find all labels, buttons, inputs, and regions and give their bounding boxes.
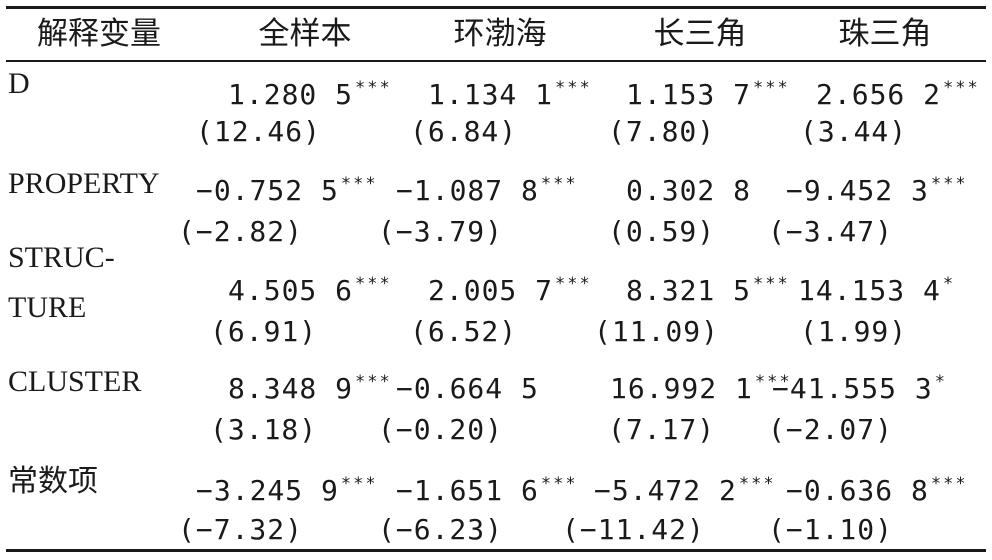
t-value-cell: (12.46) bbox=[196, 115, 322, 148]
coefficient-cell: 14.153 4 * bbox=[798, 274, 956, 307]
column-header-bohai: 环渤海 bbox=[453, 16, 547, 52]
coefficient-cell: −5.472 2 *** bbox=[594, 474, 776, 507]
coefficient-cell: −9.452 3 *** bbox=[786, 174, 968, 207]
t-value-cell: (1.99) bbox=[800, 315, 908, 348]
t-value-cell: (−11.42) bbox=[562, 513, 705, 546]
coefficient-cell: 1.153 7 *** bbox=[626, 78, 790, 111]
t-value-cell: (6.91) bbox=[210, 315, 318, 348]
t-value-cell: (−1.10) bbox=[768, 513, 894, 546]
coefficient-cell: −3.245 9 *** bbox=[196, 474, 378, 507]
variable-label-structure-line2: TURE bbox=[8, 291, 87, 324]
t-value-cell: (−3.47) bbox=[768, 215, 894, 248]
coefficient-cell: 8.348 9 *** bbox=[228, 372, 392, 405]
column-header-yangtze: 长三角 bbox=[653, 16, 747, 52]
t-value-cell: (−6.23) bbox=[378, 513, 504, 546]
t-value-cell: (3.18) bbox=[210, 413, 318, 446]
column-header-full-sample: 全样本 bbox=[258, 16, 352, 52]
coefficient-cell: 4.505 6 *** bbox=[228, 274, 392, 307]
column-header-pearl: 珠三角 bbox=[838, 16, 932, 52]
table-header-rule bbox=[6, 60, 986, 62]
coefficient-cell: 2.005 7 *** bbox=[428, 274, 592, 307]
coefficient-cell: 1.134 1 *** bbox=[428, 78, 592, 111]
t-value-cell: (−2.82) bbox=[178, 215, 304, 248]
coefficient-cell: −1.651 6 *** bbox=[396, 474, 578, 507]
coefficient-cell: −41.555 3 * bbox=[772, 372, 947, 405]
coefficient-cell: 1.280 5 *** bbox=[228, 78, 392, 111]
coefficient-cell: −0.752 5 *** bbox=[196, 174, 378, 207]
coefficient-cell: 8.321 5 *** bbox=[626, 274, 790, 307]
t-value-cell: (−7.32) bbox=[178, 513, 304, 546]
t-value-cell: (6.84) bbox=[410, 115, 518, 148]
t-value-cell: (7.80) bbox=[608, 115, 716, 148]
t-value-cell: (6.52) bbox=[410, 315, 518, 348]
coefficient-cell: −0.636 8 *** bbox=[786, 474, 968, 507]
t-value-cell: (−3.79) bbox=[378, 215, 504, 248]
coefficient-cell: 16.992 1 *** bbox=[610, 372, 792, 405]
variable-label-cluster: CLUSTER bbox=[8, 365, 142, 398]
t-value-cell: (11.09) bbox=[594, 315, 720, 348]
variable-label-structure-line1: STRUC- bbox=[8, 241, 115, 274]
coefficient-cell: −0.664 5 bbox=[396, 372, 539, 405]
variable-label-property: PROPERTY bbox=[8, 167, 160, 200]
table-top-rule bbox=[6, 6, 986, 9]
coefficient-cell: −1.087 8 *** bbox=[396, 174, 578, 207]
t-value-cell: (7.17) bbox=[608, 413, 716, 446]
coefficient-cell: 2.656 2 *** bbox=[816, 78, 980, 111]
coefficient-cell: 0.302 8 bbox=[626, 174, 752, 207]
table-bottom-rule bbox=[6, 549, 986, 552]
variable-label-constant: 常数项 bbox=[8, 465, 98, 498]
t-value-cell: (−2.07) bbox=[768, 413, 894, 446]
column-header-variable: 解释变量 bbox=[37, 16, 161, 52]
t-value-cell: (0.59) bbox=[608, 215, 716, 248]
t-value-cell: (−0.20) bbox=[378, 413, 504, 446]
t-value-cell: (3.44) bbox=[800, 115, 908, 148]
variable-label-d: D bbox=[8, 67, 30, 100]
